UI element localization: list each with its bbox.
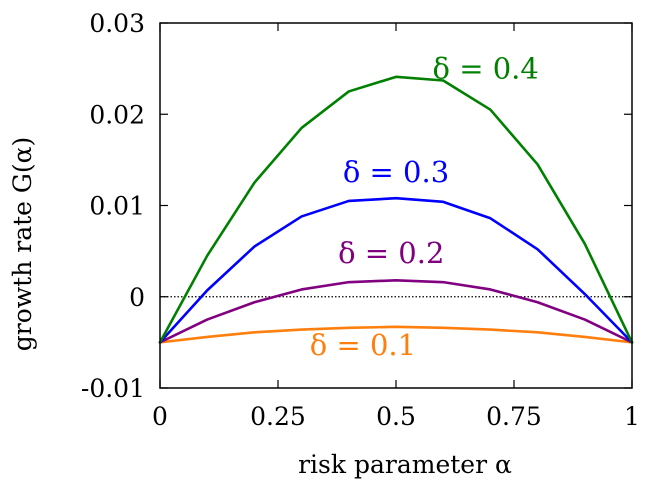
y-axis-title: growth rate G(α) [8, 137, 37, 352]
x-tick-label-3: 0.5 [376, 402, 416, 431]
series-labels: δ = 0.1 δ = 0.2 δ = 0.3 δ = 0.4 [310, 52, 539, 362]
y-tick-label-3: 0.01 [89, 192, 145, 221]
x-tick-label-4: 0.75 [486, 402, 542, 431]
x-tick-label-2: 0.25 [250, 402, 306, 431]
series-line-3 [158, 196, 634, 344]
y-tick-labels: -0.01 0 0.01 0.02 0.03 [81, 9, 145, 403]
x-tick-label-5: 1 [624, 402, 640, 431]
plot-area [158, 22, 634, 389]
y-tick-label-5: 0.03 [89, 9, 145, 38]
x-tick-label-1: 0 [152, 402, 168, 431]
x-axis-title: risk parameter α [298, 450, 512, 479]
y-tick-label-1: -0.01 [81, 374, 145, 403]
series-line-4 [158, 75, 634, 344]
x-tick-labels: 0 0.25 0.5 0.75 1 [152, 402, 640, 431]
series-line-2 [158, 279, 634, 344]
series-label-3: δ = 0.3 [343, 155, 449, 189]
series-line-1 [158, 325, 634, 344]
series-label-1: δ = 0.1 [310, 328, 416, 362]
y-tick-label-4: 0.02 [89, 100, 145, 129]
series-label-4: δ = 0.4 [433, 52, 539, 86]
y-tick-label-2: 0 [129, 283, 145, 312]
series-layer [158, 75, 634, 344]
tick-layer [159, 22, 633, 389]
series-label-2: δ = 0.2 [338, 236, 444, 270]
